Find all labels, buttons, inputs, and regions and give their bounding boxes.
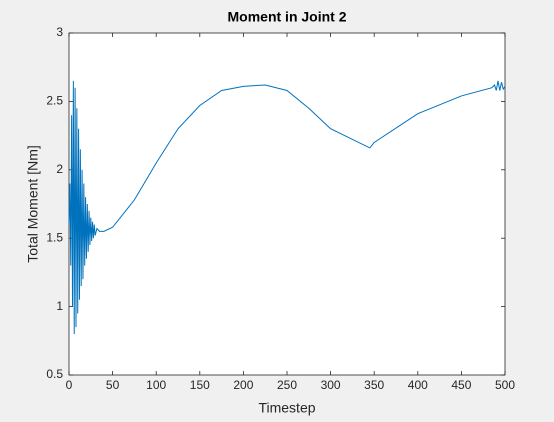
- x-tick-label: 500: [495, 378, 515, 392]
- y-tick-label: 2.5: [46, 94, 63, 108]
- x-tick-label: 450: [451, 378, 471, 392]
- x-tick-label: 250: [277, 378, 297, 392]
- y-tick-label: 2: [56, 162, 63, 176]
- y-tick-label: 1.5: [46, 230, 63, 244]
- x-tick-label: 200: [233, 378, 253, 392]
- chart-title: Moment in Joint 2: [228, 9, 347, 25]
- x-tick-label: 300: [321, 378, 341, 392]
- y-tick-label: 1: [56, 299, 63, 313]
- x-tick-label: 400: [408, 378, 428, 392]
- x-tick-label: 150: [190, 378, 210, 392]
- x-tick-label: 350: [364, 378, 384, 392]
- data-line: [68, 80, 506, 334]
- plot-area: [68, 32, 506, 376]
- y-axis-label: Total Moment [Nm]: [25, 145, 41, 262]
- x-axis-label: Timestep: [258, 400, 315, 416]
- x-tick-label: 50: [106, 378, 120, 392]
- y-tick-label: 0.5: [46, 367, 63, 381]
- y-tick-label: 3: [56, 25, 63, 39]
- x-tick-label: 0: [66, 378, 73, 392]
- x-tick-label: 100: [146, 378, 166, 392]
